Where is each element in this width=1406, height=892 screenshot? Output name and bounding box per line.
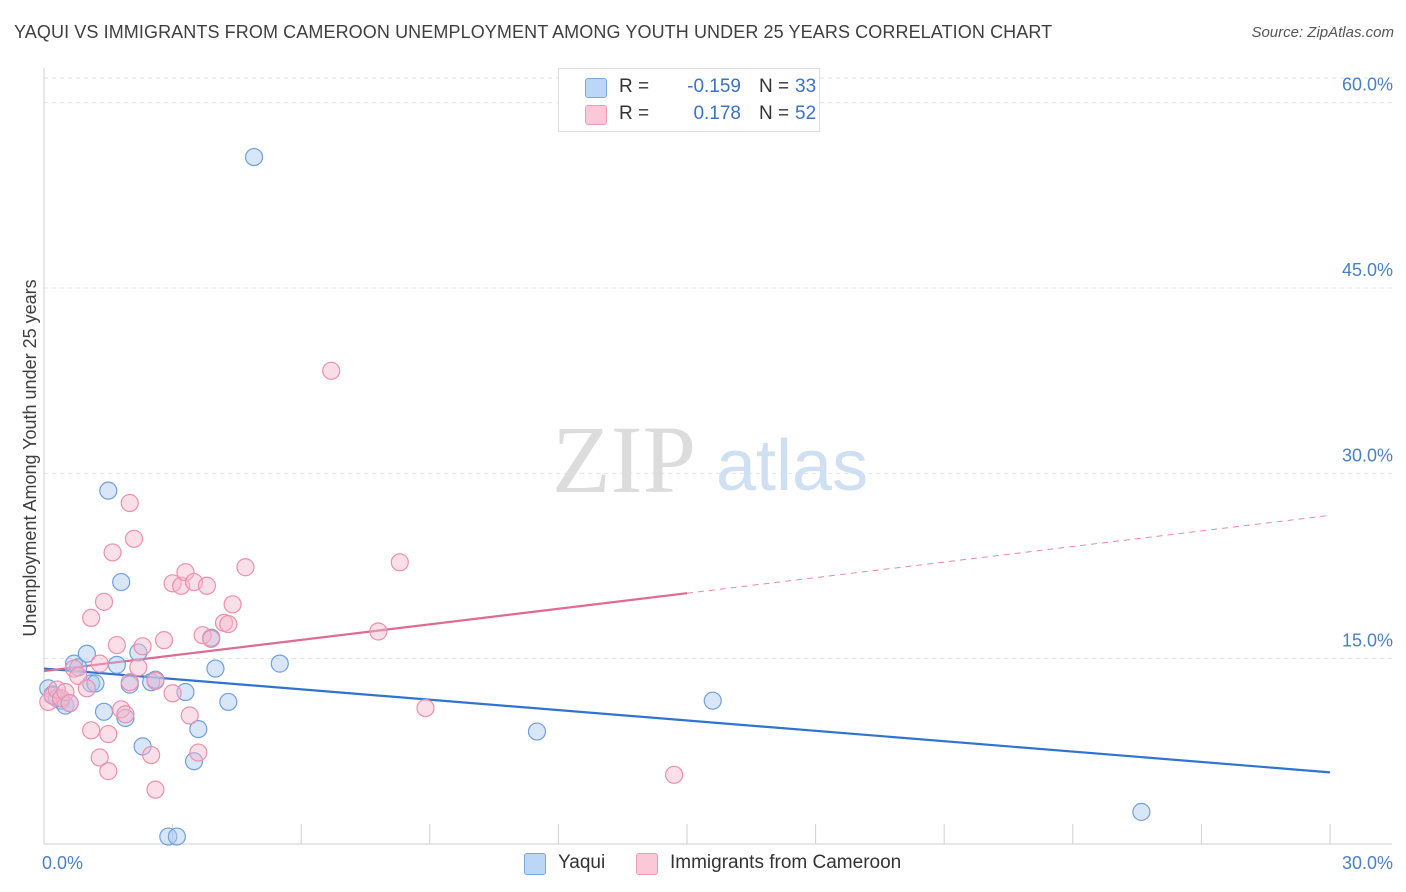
- point-yaqui: [86, 674, 105, 693]
- point-cameroon: [77, 679, 96, 698]
- series-label-cameroon: Immigrants from Cameroon: [670, 852, 902, 873]
- watermark: ZIP atlas: [552, 406, 868, 513]
- point-cameroon: [146, 671, 165, 691]
- point-cameroon: [236, 558, 255, 577]
- point-yaqui: [112, 572, 131, 592]
- point-cameroon: [665, 765, 684, 784]
- legend-n-label: N =: [759, 103, 790, 124]
- point-cameroon: [202, 629, 221, 649]
- point-yaqui: [703, 691, 722, 710]
- chart-title: YAQUI VS IMMIGRANTS FROM CAMEROON UNEMPL…: [14, 22, 1053, 42]
- point-cameroon: [116, 705, 135, 724]
- point-yaqui: [206, 659, 225, 678]
- trend-line-cameroon-extension: [686, 514, 1331, 594]
- point-cameroon: [120, 493, 139, 513]
- point-yaqui: [77, 644, 96, 663]
- y-tick-label: 60.0%: [1342, 75, 1393, 95]
- point-cameroon: [56, 682, 75, 702]
- point-cameroon: [120, 673, 139, 692]
- point-cameroon: [124, 529, 144, 548]
- watermark-zip: ZIP: [552, 406, 696, 513]
- point-yaqui: [99, 481, 118, 500]
- point-cameroon: [103, 543, 122, 562]
- point-yaqui: [107, 655, 126, 674]
- series-swatch-cameroon: [636, 853, 658, 875]
- point-cameroon: [223, 595, 242, 614]
- series-label-yaqui: Yaqui: [558, 852, 606, 873]
- point-cameroon: [146, 780, 165, 799]
- trend-lines: [43, 514, 1331, 774]
- correlation-legend: R = -0.159 N = 33 R = 0.178 N = 52: [558, 68, 820, 132]
- legend-n-label: N =: [759, 76, 790, 97]
- x-tick-label: 0.0%: [42, 853, 83, 873]
- point-cameroon: [133, 637, 152, 656]
- legend-r-value: -0.159: [687, 76, 741, 97]
- point-cameroon: [99, 724, 118, 744]
- tick-labels: 15.0% 30.0% 45.0% 60.0% 0.0% 30.0%: [42, 75, 1393, 873]
- source-label: Source: ZipAtlas.com: [1251, 24, 1394, 41]
- legend-n-value: 33: [795, 76, 817, 97]
- point-cameroon: [189, 743, 208, 762]
- point-cameroon: [142, 745, 161, 765]
- point-yaqui: [167, 827, 186, 846]
- legend-swatch-yaqui: [585, 78, 607, 98]
- point-yaqui: [176, 682, 195, 702]
- point-cameroon: [94, 592, 114, 611]
- point-cameroon: [154, 631, 174, 650]
- point-cameroon: [82, 608, 101, 628]
- point-yaqui: [527, 722, 547, 741]
- point-yaqui: [244, 147, 264, 167]
- point-cameroon: [197, 576, 216, 595]
- point-cameroon: [369, 622, 388, 641]
- y-axis-label: Unemployment Among Youth under 25 years: [20, 279, 40, 636]
- trend-line-yaqui: [43, 667, 1331, 774]
- trend-line-cameroon: [43, 592, 688, 673]
- point-cameroon: [107, 635, 126, 655]
- point-cameroon: [99, 762, 118, 781]
- point-cameroon: [416, 698, 435, 718]
- point-yaqui: [189, 719, 208, 739]
- point-cameroon: [180, 706, 199, 725]
- point-cameroon: [60, 694, 79, 713]
- point-yaqui: [270, 654, 289, 673]
- point-yaqui: [219, 692, 238, 712]
- axes: [43, 68, 1392, 845]
- point-cameroon: [219, 614, 238, 634]
- y-tick-label: 30.0%: [1342, 445, 1393, 465]
- point-cameroon: [129, 658, 148, 677]
- point-cameroon: [69, 666, 88, 686]
- point-cameroon: [82, 721, 101, 740]
- point-yaqui: [1132, 802, 1151, 821]
- point-cameroon: [390, 553, 409, 572]
- data-points: [39, 147, 1151, 846]
- point-cameroon: [90, 654, 109, 673]
- legend-swatch-cameroon: [585, 105, 607, 125]
- point-yaqui: [94, 702, 114, 721]
- y-tick-label: 45.0%: [1342, 260, 1393, 280]
- legend-r-label: R =: [619, 103, 650, 124]
- series-swatch-yaqui: [524, 853, 546, 875]
- point-cameroon: [163, 684, 182, 703]
- legend-r-label: R =: [619, 76, 650, 97]
- point-yaqui: [184, 752, 204, 771]
- legend-r-value: 0.178: [693, 103, 741, 124]
- y-tick-label: 15.0%: [1342, 631, 1393, 651]
- watermark-atlas: atlas: [716, 426, 868, 506]
- x-tick-label: 30.0%: [1342, 853, 1393, 873]
- point-cameroon: [90, 748, 109, 767]
- point-cameroon: [322, 361, 341, 380]
- legend-n-value: 52: [795, 103, 817, 124]
